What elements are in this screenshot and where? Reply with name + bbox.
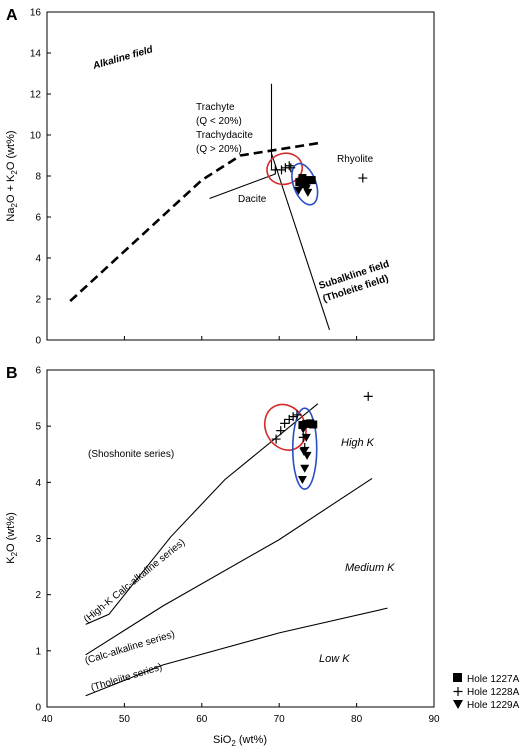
highk-calcalkaline-series-label: (High-K Calc-alkaline series)	[82, 537, 187, 625]
alkaline-field-label: Alkaline field	[91, 44, 155, 72]
point-triangle-down	[302, 451, 312, 460]
rhyolite-label: Rhyolite	[337, 154, 374, 165]
panel-b-ticks: 0 1 2 3 4 5 6 40 50 60 70 80 90	[35, 366, 440, 726]
point-plus	[271, 434, 281, 444]
y-tick-label: 12	[30, 90, 42, 101]
x-tick-label: 50	[119, 714, 131, 725]
boundary-line-dacite-boundary	[209, 173, 276, 200]
y-tick-label: 1	[35, 646, 41, 657]
panel-b-boundaries	[85, 403, 388, 697]
dacite-label: Dacite	[238, 194, 267, 205]
panel-a-y-axis-label: Na2O + K2O (wt%)	[5, 130, 19, 221]
panel-b-x-axis-label: SiO2 (wt%)	[213, 734, 267, 748]
y-tick-label: 6	[35, 366, 41, 377]
point-plus	[276, 426, 286, 436]
point-triangle-down	[297, 476, 307, 485]
x-tick-label: 90	[428, 714, 440, 725]
shoshonite-series-label: (Shoshonite series)	[88, 449, 174, 460]
point-plus	[358, 173, 368, 183]
point-plus	[288, 412, 298, 422]
legend-label-1229a: Hole 1229A	[467, 700, 520, 711]
panel-a-label: A	[6, 7, 18, 24]
legend-label-1228a: Hole 1228A	[467, 687, 520, 698]
boundary-line-highk-calcalk	[85, 477, 373, 656]
point-square	[295, 178, 304, 187]
y-tick-label: 4	[35, 254, 41, 265]
panel-a-boundaries	[69, 83, 331, 330]
boundary-line-subalkaline-diagonal	[270, 153, 331, 330]
point-square	[309, 420, 318, 429]
legend-item-1229a: Hole 1229A	[453, 700, 520, 711]
panel-b-chart: 0 1 2 3 4 5 6 40 50 60 70 80 90 K2O (wt%) SiO2 (wt%)…	[5, 366, 440, 749]
y-tick-label: 8	[35, 172, 41, 183]
panel-b-y-axis-label: K2O (wt%)	[5, 512, 19, 564]
high-k-label: High K	[341, 437, 375, 449]
point-triangle-down	[301, 184, 311, 193]
group-ellipse	[263, 403, 307, 451]
y-tick-label: 14	[30, 49, 42, 60]
point-plus	[286, 163, 296, 173]
panel-b-points	[271, 391, 373, 485]
point-square	[307, 176, 316, 185]
point-plus	[284, 161, 294, 171]
y-tick-label: 2	[35, 295, 41, 306]
y-tick-label: 3	[35, 534, 41, 545]
plus-marker-icon	[453, 687, 463, 696]
boundary-line-shoshonite-highk	[85, 403, 319, 625]
trachydacite-label: Trachydacite	[196, 130, 253, 141]
x-tick-label: 70	[274, 714, 286, 725]
trachyte-label: Trachyte	[196, 102, 235, 113]
point-triangle-down	[299, 180, 309, 189]
x-tick-label: 80	[351, 714, 363, 725]
medium-k-label: Medium K	[345, 562, 395, 574]
point-triangle-down	[301, 433, 311, 442]
square-marker-icon	[453, 673, 462, 682]
legend: Hole 1227A Hole 1228A Hole 1229A	[453, 673, 520, 711]
panel-b-ellipses	[263, 403, 318, 490]
boundary-line-alkaline-subalkaline-dashed	[69, 141, 319, 303]
legend-label-1227a: Hole 1227A	[467, 674, 520, 685]
tholeiite-series-label: (Tholeiite series)	[90, 662, 164, 694]
x-tick-label: 60	[196, 714, 208, 725]
point-plus	[363, 391, 373, 401]
q-lt-20-label: (Q < 20%)	[196, 116, 242, 127]
point-triangle-down	[298, 425, 308, 434]
point-square	[298, 174, 307, 183]
point-plus	[277, 165, 287, 175]
point-plus	[292, 410, 302, 420]
panel-a-y-ticks: 0 2 4 6 8 10 12 14 16	[30, 8, 435, 347]
point-triangle-down	[303, 188, 313, 197]
y-tick-label: 0	[35, 703, 41, 714]
point-plus	[280, 418, 290, 428]
x-tick-label: 40	[41, 714, 53, 725]
low-k-label: Low K	[319, 653, 350, 665]
y-tick-label: 10	[30, 131, 42, 142]
point-triangle-down	[300, 464, 310, 473]
y-tick-label: 0	[35, 336, 41, 347]
triangle-down-marker-icon	[453, 700, 463, 709]
panel-b-label: B	[6, 365, 18, 382]
panel-a-chart: 0 2 4 6 8 10 12 14 16 Na2O + K2O (wt%) Alkaline …	[5, 8, 435, 347]
q-gt-20-label: (Q > 20%)	[196, 144, 242, 155]
y-tick-label: 2	[35, 590, 41, 601]
y-tick-label: 6	[35, 213, 41, 224]
y-tick-label: 5	[35, 422, 41, 433]
panel-a-points	[270, 161, 368, 197]
boundary-line-calcalk-tholeiite	[85, 607, 388, 697]
legend-item-1228a: Hole 1228A	[453, 687, 520, 698]
y-tick-label: 16	[30, 8, 42, 19]
y-tick-label: 4	[35, 478, 41, 489]
group-ellipse	[291, 407, 318, 490]
legend-item-1227a: Hole 1227A	[453, 673, 520, 685]
